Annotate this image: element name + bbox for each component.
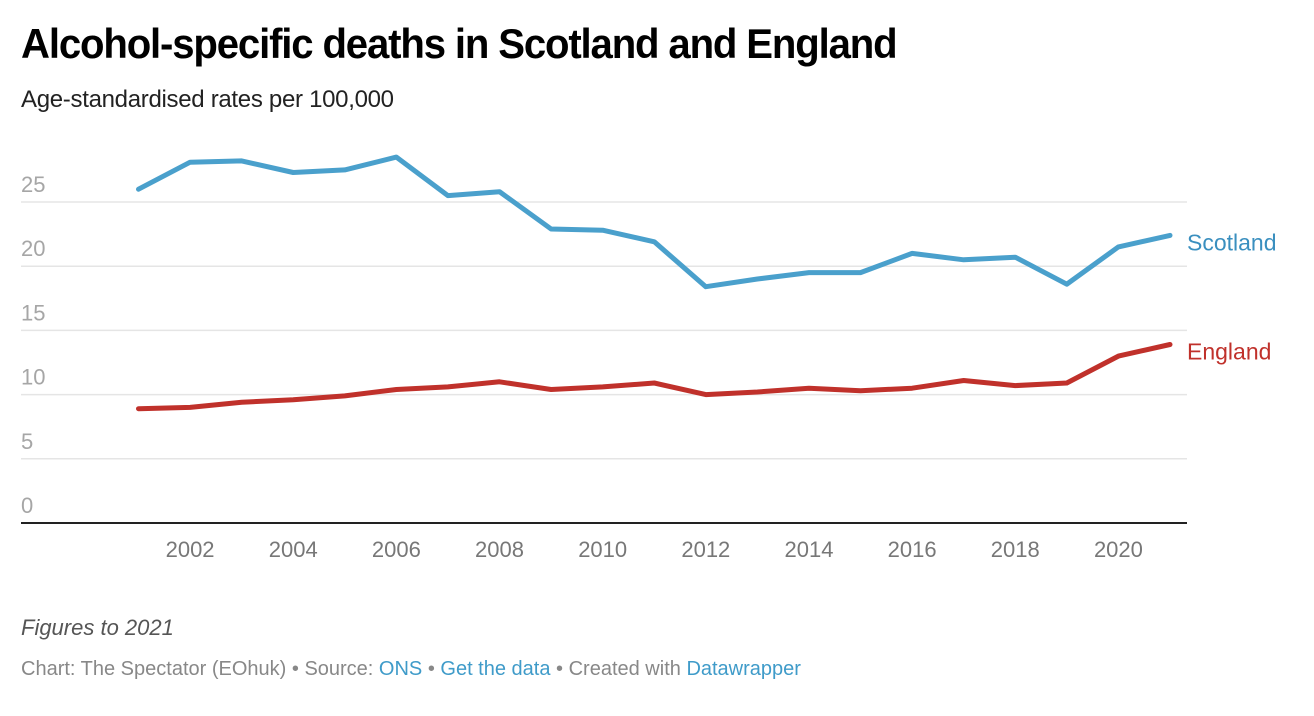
series-label-england: England [1187, 339, 1271, 365]
y-tick-label: 20 [21, 236, 45, 261]
chart-notes: Figures to 2021 [21, 615, 174, 640]
x-tick-label: 2002 [166, 537, 215, 562]
source-label: Source: [304, 658, 379, 680]
x-tick-label: 2012 [681, 537, 730, 562]
x-tick-label: 2018 [991, 537, 1040, 562]
source-link[interactable]: ONS [378, 658, 423, 680]
y-tick-label: 25 [21, 172, 45, 197]
x-tick-label: 2008 [475, 537, 524, 562]
y-tick-label: 5 [21, 429, 33, 454]
chart-credit: Chart: The Spectator (EOhuk) [21, 658, 287, 680]
series-label-scotland: Scotland [1187, 229, 1277, 255]
x-tick-label: 2010 [578, 537, 627, 562]
gridlines [21, 201, 1187, 460]
series-line-england [136, 342, 1173, 412]
created-with-label: Created with [568, 658, 687, 680]
x-tick-label: 2016 [888, 537, 937, 562]
x-tick-label: 2020 [1094, 537, 1143, 562]
x-tick-label: 2014 [784, 537, 833, 562]
datawrapper-link[interactable]: Datawrapper [686, 658, 801, 680]
chart-subtitle: Age-standardised rates per 100,000 [21, 86, 394, 113]
separator: • [286, 658, 305, 680]
x-axis: 2002 2004 2006 2008 2010 2012 2014 2016 2018 2020 [21, 522, 1187, 562]
y-tick-label: 10 [21, 365, 45, 390]
x-tick-label: 2006 [372, 537, 421, 562]
chart-footer: Chart: The Spectator (EOhuk) • Source: O… [21, 656, 801, 682]
separator: • [422, 658, 441, 680]
get-data-link[interactable]: Get the data [440, 658, 551, 680]
y-tick-label: 0 [21, 493, 33, 518]
series-line-scotland [136, 154, 1173, 290]
x-tick-label: 2004 [269, 537, 318, 562]
series-labels: Scotland England [1187, 229, 1277, 364]
chart-title: Alcohol-specific deaths in Scotland and … [21, 20, 898, 67]
y-tick-label: 15 [21, 300, 45, 325]
y-axis: 0 5 10 15 20 25 [21, 172, 45, 518]
series-lines [136, 154, 1173, 412]
separator: • [550, 658, 569, 680]
